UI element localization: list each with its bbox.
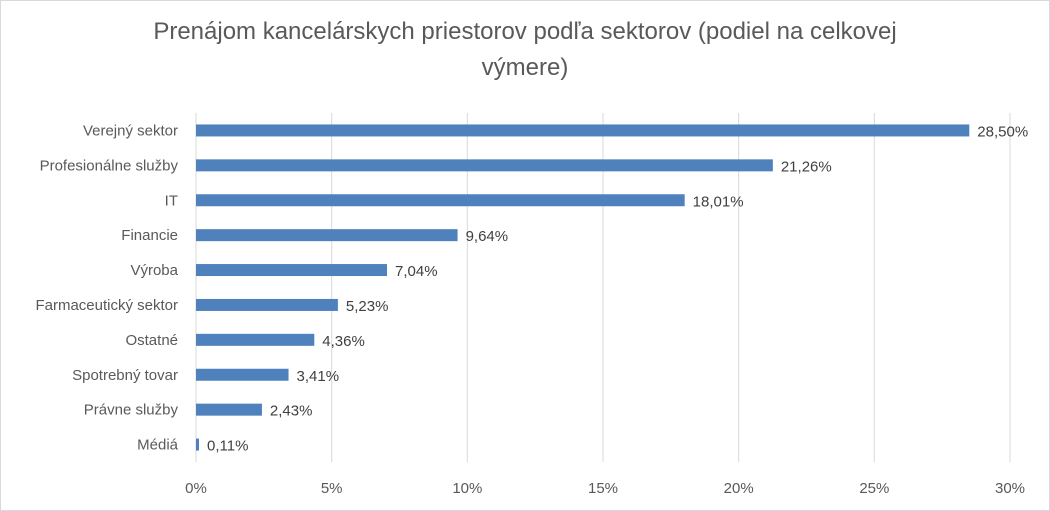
bar-4 xyxy=(196,264,388,277)
category-label-7: Spotrebný tovar xyxy=(72,367,178,384)
x-tick-label-3: 15% xyxy=(588,480,618,497)
data-label-7: 3,41% xyxy=(297,368,340,385)
bar-1 xyxy=(196,159,773,172)
x-tick-label-2: 10% xyxy=(452,480,482,497)
bar-2 xyxy=(196,194,685,207)
x-tick-labels: 0% 5% 10% 15% 20% 25% 30% xyxy=(185,480,1025,497)
bar-9 xyxy=(196,438,199,451)
data-label-4: 7,04% xyxy=(395,263,438,280)
bar-3 xyxy=(196,229,458,242)
category-label-3: Financie xyxy=(121,227,178,244)
chart-title-line-2: výmere) xyxy=(481,54,569,81)
data-label-1: 21,26% xyxy=(781,158,832,175)
category-label-8: Právne služby xyxy=(84,402,179,419)
bar-6 xyxy=(196,333,315,346)
bars xyxy=(196,124,970,451)
bar-5 xyxy=(196,298,338,311)
data-label-5: 5,23% xyxy=(346,298,389,315)
x-tick-label-6: 30% xyxy=(995,480,1025,497)
category-label-6: Ostatné xyxy=(125,332,178,349)
x-tick-label-1: 5% xyxy=(321,480,343,497)
category-label-2: IT xyxy=(165,192,178,209)
data-labels: 28,50% 21,26% 18,01% 9,64% 7,04% 5,23% 4,36% 3,… xyxy=(207,123,1028,454)
data-label-3: 9,64% xyxy=(466,228,509,245)
data-label-8: 2,43% xyxy=(270,403,313,420)
x-tick-label-5: 25% xyxy=(859,480,889,497)
data-label-2: 18,01% xyxy=(693,193,744,210)
category-label-0: Verejný sektor xyxy=(83,122,178,139)
data-label-0: 28,50% xyxy=(977,123,1028,140)
x-tick-label-0: 0% xyxy=(185,480,207,497)
bar-7 xyxy=(196,368,289,381)
bar-0 xyxy=(196,124,970,137)
chart-title-line-1: Prenájom kancelárskych priestorov podľa … xyxy=(153,18,897,45)
category-label-9: Médiá xyxy=(137,437,179,454)
x-tick-label-4: 20% xyxy=(724,480,754,497)
data-label-6: 4,36% xyxy=(322,333,365,350)
category-labels: Verejný sektor Profesionálne služby IT Fina… xyxy=(35,122,178,453)
category-label-5: Farmaceutický sektor xyxy=(35,297,178,314)
data-label-9: 0,11% xyxy=(207,438,248,455)
category-label-1: Profesionálne služby xyxy=(40,157,179,174)
chart-title: Prenájom kancelárskych priestorov podľa … xyxy=(0,14,1050,86)
category-label-4: Výroba xyxy=(130,262,178,279)
bar-8 xyxy=(196,403,262,416)
